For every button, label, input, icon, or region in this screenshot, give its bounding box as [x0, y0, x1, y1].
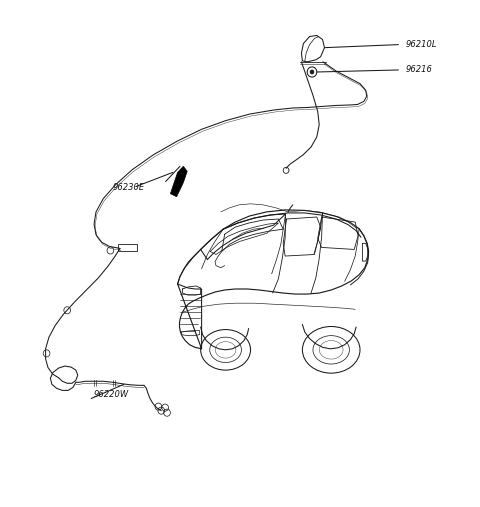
Text: 96216: 96216 — [406, 65, 432, 75]
Circle shape — [310, 70, 314, 74]
FancyBboxPatch shape — [118, 244, 137, 251]
Text: 96210L: 96210L — [406, 40, 437, 49]
Text: 96230E: 96230E — [113, 183, 145, 192]
Polygon shape — [170, 166, 187, 197]
Text: 96220W: 96220W — [94, 390, 129, 399]
